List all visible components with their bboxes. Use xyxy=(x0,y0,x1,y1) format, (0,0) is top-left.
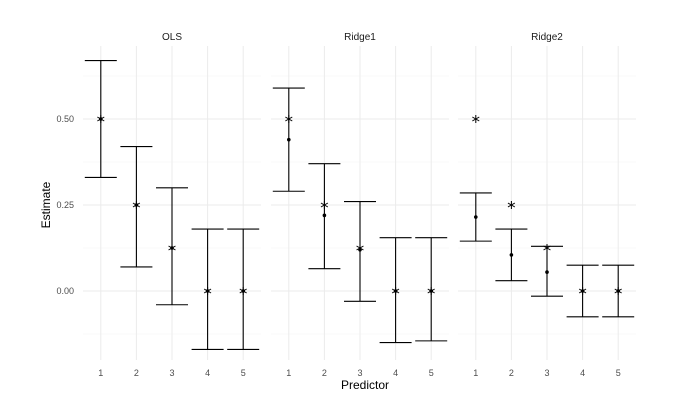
chart-labels: OLS 1 2 3 4 5 Ridge1 1 2 3 4 5 Ridge2 1 2 3 4 5 0.00 0.25 0.… xyxy=(56,32,620,378)
estimate-point xyxy=(287,137,291,142)
x-tick-label: 2 xyxy=(509,368,514,378)
x-tick-label: 3 xyxy=(169,368,174,378)
estimate-point xyxy=(322,213,327,218)
y-axis-title: Estimate xyxy=(39,181,53,228)
true-value-marker-arm xyxy=(391,288,400,294)
x-tick-label: 5 xyxy=(616,368,621,378)
x-tick-label: 1 xyxy=(98,368,103,378)
x-tick-label: 1 xyxy=(473,368,478,378)
true-value-marker xyxy=(320,201,329,209)
estimate-point xyxy=(509,253,514,257)
x-tick-label: 5 xyxy=(429,368,434,378)
x-tick-label: 5 xyxy=(241,368,246,378)
x-tick-label: 4 xyxy=(205,368,210,378)
true-value-marker xyxy=(543,244,551,252)
true-value-marker xyxy=(578,287,587,295)
x-tick-label: 1 xyxy=(286,368,291,378)
true-value-marker-arm xyxy=(427,288,435,294)
true-value-marker-arm xyxy=(578,288,587,294)
x-tick-label: 2 xyxy=(322,368,327,378)
x-tick-label: 2 xyxy=(134,368,139,378)
panel-title: Ridge1 xyxy=(344,32,376,43)
true-value-marker xyxy=(356,244,364,252)
true-value-marker xyxy=(472,115,480,123)
true-value-marker xyxy=(132,201,141,209)
panel-title: OLS xyxy=(162,32,182,43)
true-value-marker xyxy=(614,287,622,295)
estimate-point xyxy=(474,215,478,219)
panel-title: Ridge2 xyxy=(531,32,563,43)
y-tick-label: 0.50 xyxy=(56,114,74,124)
true-value-marker-arm xyxy=(356,245,364,251)
true-value-marker-arm xyxy=(168,245,176,251)
x-axis-title: Predictor xyxy=(341,378,389,392)
x-tick-label: 4 xyxy=(393,368,398,378)
chart-marks xyxy=(84,59,635,351)
true-value-marker xyxy=(507,201,516,209)
true-value-marker xyxy=(391,287,400,295)
true-value-marker-arm xyxy=(543,245,551,251)
true-value-marker-arm xyxy=(239,288,247,294)
true-value-marker xyxy=(285,115,293,123)
y-tick-label: 0.25 xyxy=(56,200,74,210)
true-value-marker xyxy=(203,287,212,295)
x-tick-label: 3 xyxy=(357,368,362,378)
estimate-point xyxy=(545,270,549,274)
true-value-marker xyxy=(427,287,435,295)
true-value-marker-arm xyxy=(285,116,293,122)
true-value-marker-arm xyxy=(614,288,622,294)
true-value-marker-arm xyxy=(203,288,212,294)
x-tick-label: 3 xyxy=(544,368,549,378)
true-value-marker xyxy=(97,115,105,123)
true-value-marker xyxy=(239,287,247,295)
true-value-marker-arm xyxy=(472,116,480,122)
x-tick-label: 4 xyxy=(580,368,585,378)
true-value-marker-arm xyxy=(507,202,516,208)
true-value-marker-arm xyxy=(97,116,105,122)
y-tick-label: 0.00 xyxy=(56,286,74,296)
true-value-marker-arm xyxy=(320,202,329,208)
true-value-marker-arm xyxy=(132,202,141,208)
true-value-marker xyxy=(168,244,176,252)
